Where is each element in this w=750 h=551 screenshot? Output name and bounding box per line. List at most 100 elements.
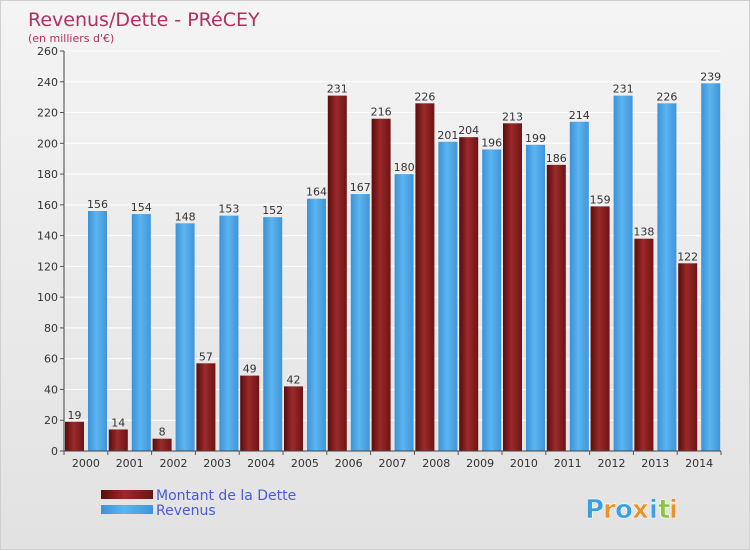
bar-dette-2000 (65, 421, 84, 451)
y-tick-label-120: 120 (37, 260, 58, 273)
legend-label-debt: Montant de la Dette (156, 488, 296, 504)
data-label-dette-2012: 159 (590, 193, 611, 206)
x-tick-label-2013: 2013 (641, 457, 669, 470)
bar-revenus-2003 (219, 215, 239, 451)
data-label-dette-2002: 8 (159, 426, 166, 439)
bar-revenus-2012 (613, 95, 633, 451)
y-tick-label-60: 60 (44, 353, 58, 366)
x-tick-label-2005: 2005 (291, 457, 319, 470)
data-labels: 19 156 14 154 8 148 57 153 49 152 42 164 231 167 216 18… (68, 70, 722, 438)
bar-revenus-2013 (657, 103, 677, 452)
data-label-dette-2009: 204 (458, 124, 479, 137)
bar-revenus-2004 (263, 217, 283, 451)
data-label-revenus-2011: 214 (569, 109, 590, 122)
data-label-dette-2000: 19 (68, 409, 82, 422)
bar-revenus-2007 (394, 174, 414, 452)
x-tick-label-2001: 2001 (116, 457, 144, 470)
legend-swatch-debt (101, 490, 153, 499)
x-tick-label-2004: 2004 (247, 457, 275, 470)
chart-title: Revenus/Dette - PRéCEY (28, 9, 260, 31)
bar-dette-2009 (459, 137, 479, 451)
legend: Montant de la Dette Revenus (101, 488, 296, 519)
bar-dette-2008 (415, 103, 435, 452)
data-label-revenus-2008: 201 (437, 129, 458, 142)
x-tick-label-2009: 2009 (466, 457, 494, 470)
legend-swatch-revenus (101, 505, 153, 514)
y-tick-label-200: 200 (37, 137, 58, 150)
y-tick-label-80: 80 (44, 322, 58, 335)
y-tick-labels: 0 20 40 60 80 100 120 140 160 180 200 220 240 260 (37, 45, 58, 458)
logo-letter-0: P (585, 495, 604, 525)
bar-dette-2007 (371, 118, 391, 451)
y-tick-label-100: 100 (37, 291, 58, 304)
chart-subtitle: (en milliers d'€) (28, 32, 114, 45)
y-tick-label-140: 140 (37, 230, 58, 243)
bar-revenus-2001 (131, 214, 151, 451)
bar-revenus-2008 (438, 141, 458, 451)
data-label-dette-2003: 57 (199, 350, 213, 363)
data-label-revenus-2002: 148 (175, 210, 196, 223)
logo-letter-6: i (669, 495, 678, 525)
bar-dette-2010 (503, 123, 522, 452)
bar-dette-2014 (678, 263, 698, 451)
bar-dette-2001 (108, 429, 128, 451)
data-label-revenus-2010: 199 (525, 132, 546, 145)
bar-dette-2002 (152, 438, 172, 451)
x-tick-labels: 2000 2001 2002 2003 2004 2005 2006 2007 2008 2009… (63, 451, 722, 470)
x-tick-label-2000: 2000 (72, 457, 100, 470)
x-tick-label-2011: 2011 (554, 457, 582, 470)
grid-lines (60, 50, 721, 452)
data-label-revenus-2009: 196 (481, 136, 502, 149)
proxiti-logo: Pr o x i ti (585, 495, 679, 526)
data-label-dette-2007: 216 (371, 106, 392, 119)
data-label-dette-2006: 231 (327, 83, 348, 96)
y-tick-label-20: 20 (44, 414, 58, 427)
x-tick-label-2014: 2014 (685, 457, 713, 470)
data-label-dette-2001: 14 (111, 416, 125, 429)
legend-label-revenus: Revenus (156, 503, 216, 519)
logo-letter-5: t (658, 495, 670, 525)
data-label-revenus-2006: 167 (350, 181, 371, 194)
x-tick-label-2010: 2010 (510, 457, 538, 470)
bar-revenus-2006 (350, 194, 370, 452)
bar-revenus-2009 (482, 149, 502, 451)
data-label-dette-2008: 226 (414, 90, 435, 103)
axes (63, 51, 721, 452)
bar-revenus-2014 (701, 83, 721, 452)
y-tick-label-260: 260 (37, 45, 58, 58)
data-label-revenus-2004: 152 (262, 204, 283, 217)
x-tick-label-2006: 2006 (335, 457, 363, 470)
data-label-dette-2014: 122 (677, 250, 698, 263)
bar-dette-2006 (327, 95, 347, 451)
data-label-dette-2011: 186 (546, 152, 567, 165)
y-tick-label-220: 220 (37, 107, 58, 120)
bar-revenus-2005 (307, 198, 326, 451)
data-label-dette-2004: 49 (243, 363, 257, 376)
bar-dette-2005 (284, 386, 303, 451)
bar-revenus-2002 (175, 223, 195, 451)
data-label-revenus-2014: 239 (700, 70, 721, 83)
bar-dette-2012 (590, 206, 610, 451)
logo-letter-3: x (632, 495, 649, 525)
data-label-revenus-2013: 226 (656, 90, 677, 103)
y-tick-label-0: 0 (51, 445, 58, 458)
data-label-revenus-2000: 156 (87, 198, 108, 211)
data-label-revenus-2003: 153 (218, 203, 239, 216)
y-tick-label-40: 40 (44, 383, 58, 396)
x-tick-label-2007: 2007 (379, 457, 407, 470)
bar-revenus-2011 (569, 121, 589, 452)
y-tick-label-160: 160 (37, 199, 58, 212)
x-tick-label-2003: 2003 (203, 457, 231, 470)
data-label-revenus-2007: 180 (394, 161, 415, 174)
bar-dette-2013 (634, 238, 654, 451)
bar-dette-2011 (546, 164, 566, 451)
y-tick-label-240: 240 (37, 76, 58, 89)
bar-revenus-2010 (526, 144, 545, 451)
y-tick-label-180: 180 (37, 168, 58, 181)
bar-revenus-2000 (88, 211, 107, 451)
logo-letter-4: i (649, 495, 658, 525)
logo-letter-2: o (615, 495, 633, 525)
data-label-dette-2013: 138 (633, 226, 654, 239)
